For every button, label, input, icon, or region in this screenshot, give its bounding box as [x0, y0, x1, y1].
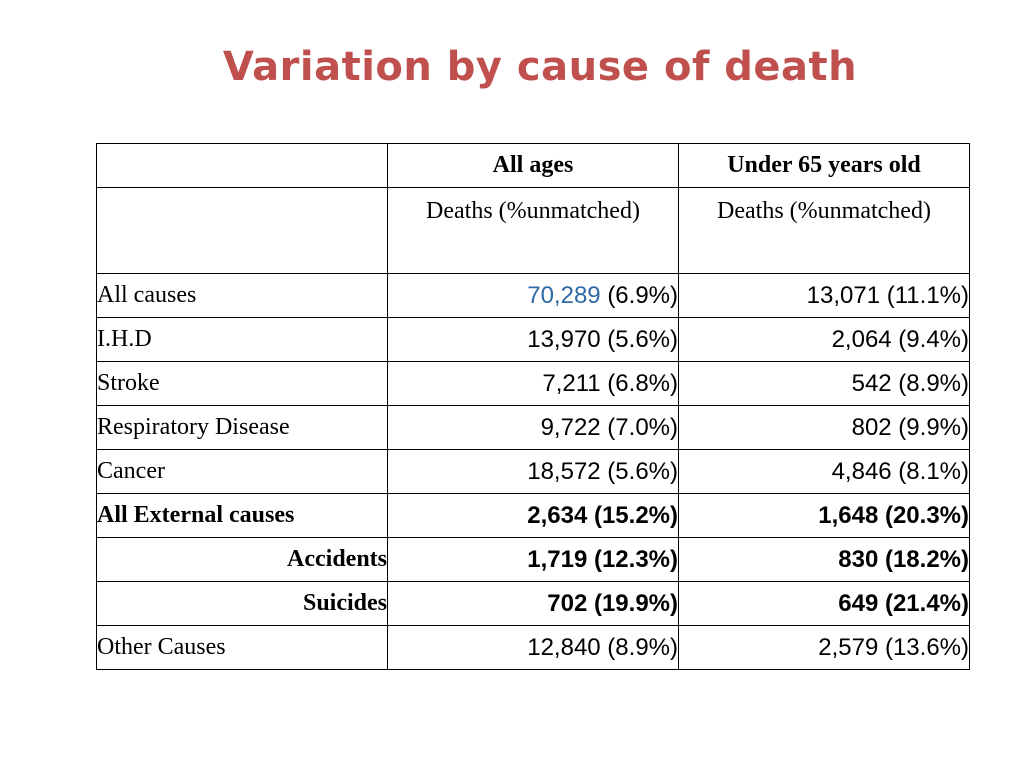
cell-under-65: 830 (18.2%) [679, 538, 970, 582]
subheader-under-65: Deaths (%unmatched) [679, 188, 970, 274]
cell-all-ages: 18,572 (5.6%) [388, 450, 679, 494]
subheader-cell-empty [97, 188, 388, 274]
cell-under-65: 802 (9.9%) [679, 406, 970, 450]
table-row-accidents: Accidents 1,719 (12.3%) 830 (18.2%) [97, 538, 970, 582]
table-row-other-causes: Other Causes 12,840 (8.9%) 2,579 (13.6%) [97, 626, 970, 670]
cell-all-ages: 7,211 (6.8%) [388, 362, 679, 406]
row-label: I.H.D [97, 318, 388, 362]
table-row-suicides: Suicides 702 (19.9%) 649 (21.4%) [97, 582, 970, 626]
cell-under-65: 1,648 (20.3%) [679, 494, 970, 538]
row-label: Cancer [97, 450, 388, 494]
header-under-65: Under 65 years old [679, 144, 970, 188]
cell-under-65: 649 (21.4%) [679, 582, 970, 626]
page-title: Variation by cause of death [0, 44, 1024, 90]
cell-under-65: 2,064 (9.4%) [679, 318, 970, 362]
cell-all-ages: 2,634 (15.2%) [388, 494, 679, 538]
table-row-ihd: I.H.D 13,970 (5.6%) 2,064 (9.4%) [97, 318, 970, 362]
cell-all-ages: 1,719 (12.3%) [388, 538, 679, 582]
header-all-ages: All ages [388, 144, 679, 188]
table-header-row: All ages Under 65 years old [97, 144, 970, 188]
table-row-cancer: Cancer 18,572 (5.6%) 4,846 (8.1%) [97, 450, 970, 494]
table-row-all-causes: All causes 70,289 (6.9%) 13,071 (11.1%) [97, 274, 970, 318]
row-label: Respiratory Disease [97, 406, 388, 450]
subheader-all-ages: Deaths (%unmatched) [388, 188, 679, 274]
cell-all-ages: 12,840 (8.9%) [388, 626, 679, 670]
cell-under-65: 4,846 (8.1%) [679, 450, 970, 494]
row-label: Accidents [97, 538, 388, 582]
table-row-stroke: Stroke 7,211 (6.8%) 542 (8.9%) [97, 362, 970, 406]
cell-all-ages: 702 (19.9%) [388, 582, 679, 626]
cell-all-ages: 13,970 (5.6%) [388, 318, 679, 362]
row-label: All External causes [97, 494, 388, 538]
cell-all-ages: 70,289 (6.9%) [388, 274, 679, 318]
highlighted-count: 70,289 [527, 282, 600, 309]
cell-under-65: 2,579 (13.6%) [679, 626, 970, 670]
row-label: Suicides [97, 582, 388, 626]
cause-of-death-table: All ages Under 65 years old Deaths (%unm… [96, 143, 970, 670]
row-label: Other Causes [97, 626, 388, 670]
row-label: All causes [97, 274, 388, 318]
header-cell-empty [97, 144, 388, 188]
table-row-respiratory: Respiratory Disease 9,722 (7.0%) 802 (9.… [97, 406, 970, 450]
count-percent: (6.9%) [607, 282, 678, 309]
cell-under-65: 13,071 (11.1%) [679, 274, 970, 318]
cell-all-ages: 9,722 (7.0%) [388, 406, 679, 450]
cell-under-65: 542 (8.9%) [679, 362, 970, 406]
table-row-external-causes: All External causes 2,634 (15.2%) 1,648 … [97, 494, 970, 538]
table-subheader-row: Deaths (%unmatched) Deaths (%unmatched) [97, 188, 970, 274]
row-label: Stroke [97, 362, 388, 406]
